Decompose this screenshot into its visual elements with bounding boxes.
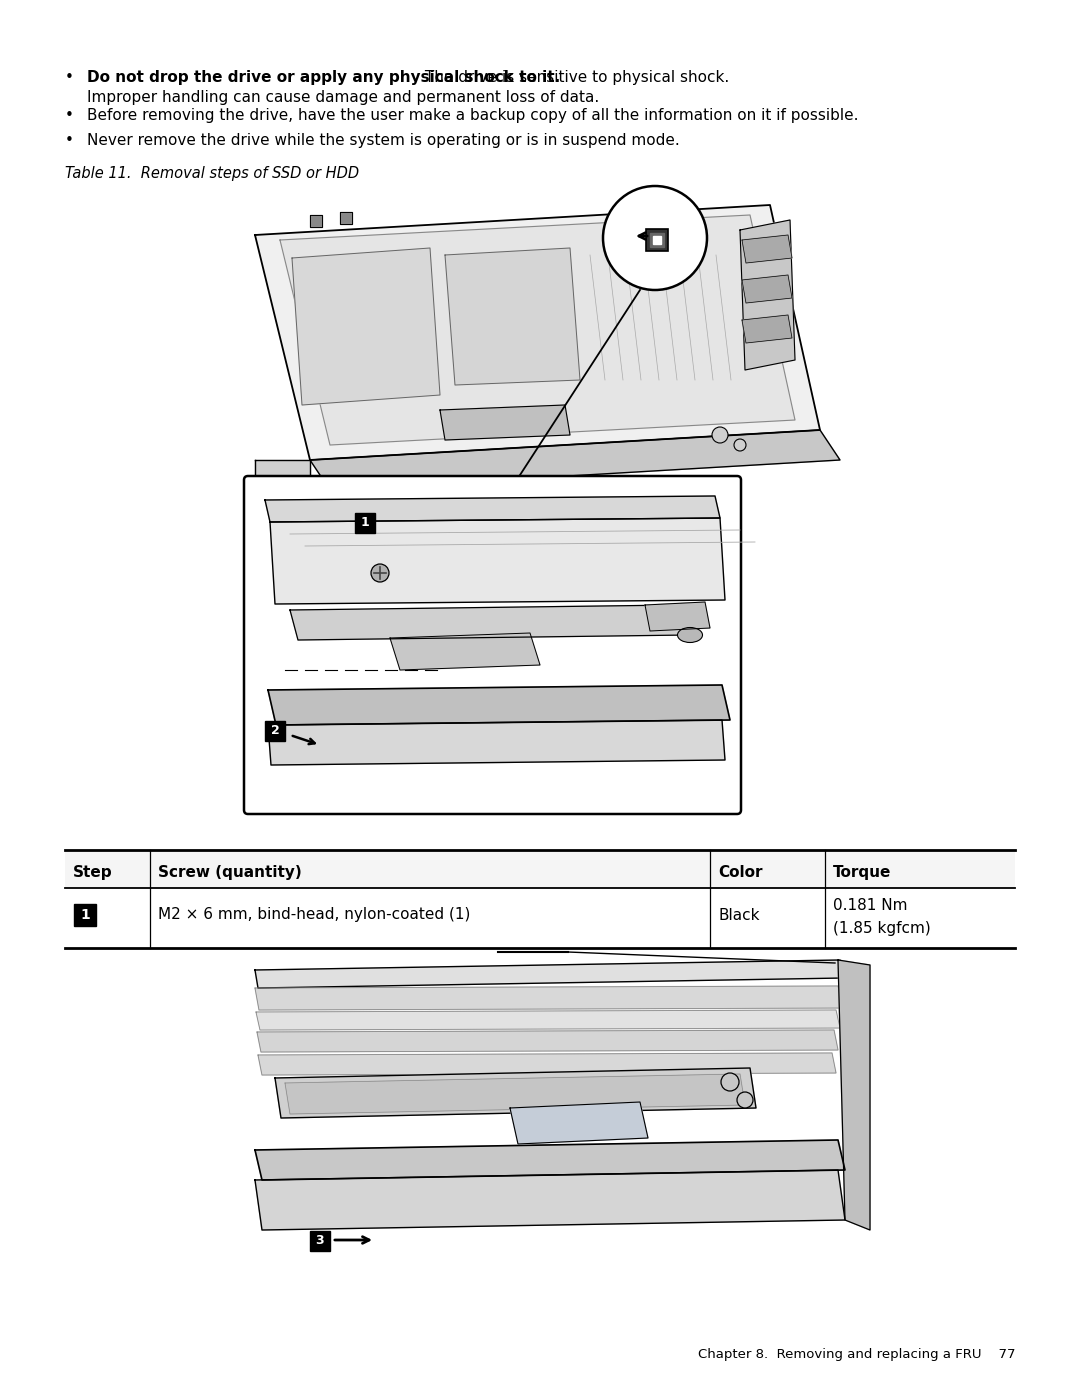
Text: 1: 1 — [80, 908, 90, 922]
Bar — [310, 1231, 330, 1250]
Polygon shape — [740, 219, 795, 370]
Bar — [65, 849, 1015, 888]
Polygon shape — [257, 1030, 838, 1052]
Polygon shape — [742, 235, 792, 263]
Polygon shape — [265, 496, 720, 522]
Circle shape — [721, 1073, 739, 1091]
Polygon shape — [256, 1010, 840, 1030]
Text: •: • — [65, 133, 73, 148]
Text: Step: Step — [73, 865, 112, 880]
Polygon shape — [742, 275, 792, 303]
Bar — [310, 215, 322, 226]
Bar — [265, 721, 285, 740]
FancyBboxPatch shape — [244, 476, 741, 814]
Text: Black: Black — [718, 908, 759, 922]
Polygon shape — [268, 719, 725, 766]
Polygon shape — [255, 1171, 845, 1229]
Polygon shape — [270, 518, 725, 604]
Polygon shape — [275, 1067, 756, 1118]
Bar — [355, 513, 375, 534]
Circle shape — [603, 186, 707, 291]
Text: 3: 3 — [315, 1234, 324, 1246]
Polygon shape — [268, 685, 730, 725]
Text: Before removing the drive, have the user make a backup copy of all the informati: Before removing the drive, have the user… — [87, 108, 859, 123]
Text: 2: 2 — [271, 724, 280, 736]
Polygon shape — [291, 605, 688, 640]
Text: Do not drop the drive or apply any physical shock to it.: Do not drop the drive or apply any physi… — [87, 70, 561, 85]
Polygon shape — [285, 1074, 745, 1113]
Bar — [653, 236, 661, 244]
FancyBboxPatch shape — [646, 229, 669, 251]
Text: 0.181 Nm: 0.181 Nm — [833, 897, 907, 912]
Text: Improper handling can cause damage and permanent loss of data.: Improper handling can cause damage and p… — [87, 89, 599, 105]
Text: Never remove the drive while the system is operating or is in suspend mode.: Never remove the drive while the system … — [87, 133, 679, 148]
Polygon shape — [510, 1102, 648, 1144]
Polygon shape — [645, 602, 710, 631]
Text: Table 11.  Removal steps of SSD or HDD: Table 11. Removal steps of SSD or HDD — [65, 166, 360, 182]
Polygon shape — [255, 460, 310, 490]
Text: •: • — [65, 70, 73, 85]
Bar — [75, 904, 96, 926]
Text: Chapter 8.  Removing and replacing a FRU    77: Chapter 8. Removing and replacing a FRU … — [698, 1348, 1015, 1361]
Bar — [340, 212, 352, 224]
Circle shape — [712, 427, 728, 443]
Text: M2 × 6 mm, bind-head, nylon-coated (1): M2 × 6 mm, bind-head, nylon-coated (1) — [158, 908, 471, 922]
Text: (1.85 kgfcm): (1.85 kgfcm) — [833, 922, 931, 936]
Polygon shape — [280, 215, 795, 446]
Text: 1: 1 — [361, 515, 369, 528]
Polygon shape — [742, 314, 792, 344]
Polygon shape — [255, 205, 820, 460]
Text: Torque: Torque — [833, 865, 891, 880]
Polygon shape — [838, 960, 870, 1229]
Text: Color: Color — [718, 865, 762, 880]
Text: The drive is sensitive to physical shock.: The drive is sensitive to physical shock… — [420, 70, 729, 85]
Polygon shape — [440, 405, 570, 440]
Text: Screw (quantity): Screw (quantity) — [158, 865, 301, 880]
Circle shape — [737, 1092, 753, 1108]
Polygon shape — [310, 430, 840, 490]
Polygon shape — [255, 1140, 845, 1180]
Ellipse shape — [677, 627, 702, 643]
Polygon shape — [255, 960, 843, 988]
Polygon shape — [255, 986, 842, 1010]
Circle shape — [734, 439, 746, 451]
Polygon shape — [445, 249, 580, 386]
Polygon shape — [292, 249, 440, 405]
Polygon shape — [258, 1053, 836, 1076]
Circle shape — [372, 564, 389, 583]
Bar — [650, 233, 664, 247]
Text: •: • — [65, 108, 73, 123]
Polygon shape — [390, 633, 540, 671]
